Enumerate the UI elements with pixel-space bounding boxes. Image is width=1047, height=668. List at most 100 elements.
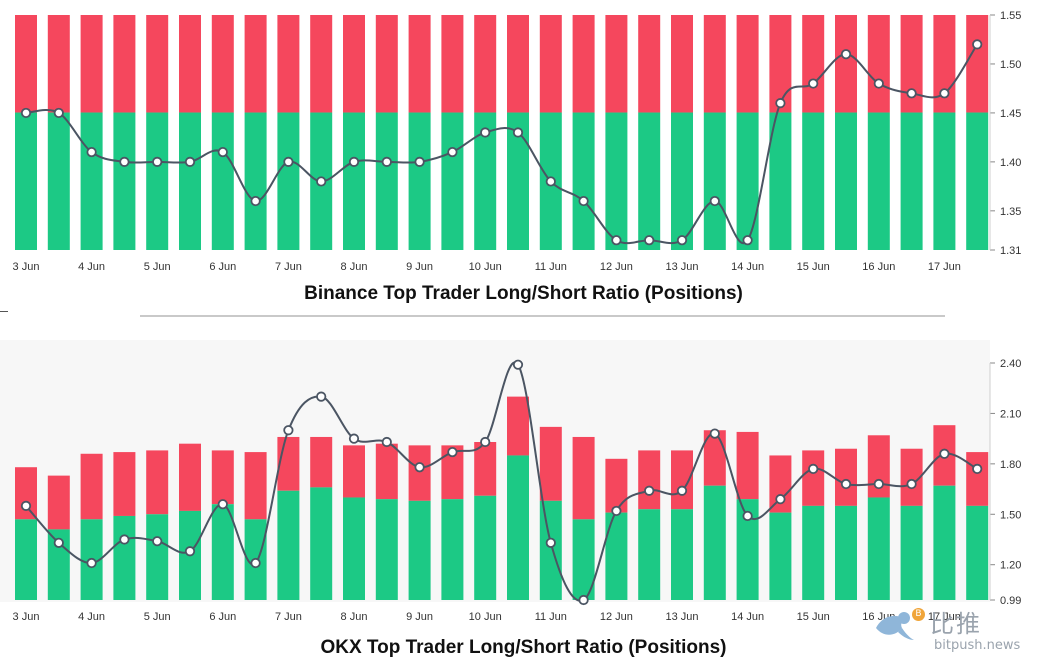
- okx-long-bar: [736, 499, 759, 600]
- binance-short-bar: [47, 15, 70, 113]
- binance-short-bar: [539, 15, 562, 113]
- binance-ratio-point: [972, 39, 983, 50]
- okx-chart-title: OKX Top Trader Long/Short Ratio (Positio…: [320, 637, 727, 658]
- binance-long-bar: [343, 112, 365, 251]
- binance-short-bar: [703, 15, 726, 113]
- binance-long-bar: [474, 112, 497, 251]
- okx-x-tick-label: 10 Jun: [469, 611, 502, 623]
- okx-long-bar: [441, 499, 464, 600]
- binance-y-tick-label: 1.40: [1000, 157, 1021, 169]
- binance-short-bar: [638, 15, 661, 113]
- okx-short-bar: [408, 445, 431, 501]
- binance-short-bar: [408, 15, 431, 113]
- binance-ratio-point: [184, 156, 196, 167]
- okx-ratio-point: [184, 546, 196, 557]
- binance-x-tick-label: 10 Jun: [469, 261, 502, 273]
- binance-x-tick-label: 8 Jun: [341, 261, 368, 273]
- binance-short-bar: [146, 15, 169, 113]
- binance-ratio-point: [480, 127, 491, 138]
- binance-ratio-point: [414, 156, 425, 167]
- binance-x-tick-label: 15 Jun: [797, 261, 830, 273]
- binance-short-bar: [835, 15, 857, 113]
- binance-short-bar: [211, 15, 234, 113]
- okx-y-tick-label: 1.50: [1000, 509, 1021, 521]
- binance-ratio-point: [152, 156, 163, 167]
- binance-long-bar: [15, 112, 37, 251]
- okx-short-bar: [113, 452, 136, 516]
- okx-x-tick-label: 13 Jun: [665, 611, 698, 623]
- okx-long-bar: [113, 515, 136, 600]
- binance-short-bar: [966, 15, 989, 113]
- okx-ratio-point: [906, 478, 917, 490]
- okx-ratio-point: [676, 485, 688, 496]
- okx-ratio-point: [86, 557, 97, 569]
- binance-x-tick-label: 12 Jun: [600, 261, 633, 273]
- okx-ratio-point: [348, 433, 360, 444]
- binance-short-bar: [572, 15, 595, 113]
- binance-x-tick-label: 6 Jun: [209, 261, 236, 273]
- okx-short-bar: [310, 436, 333, 488]
- binance-ratio-point: [250, 195, 261, 207]
- binance-long-bar: [211, 112, 234, 251]
- okx-short-bar: [802, 450, 825, 506]
- okx-long-bar: [146, 514, 169, 600]
- okx-short-bar: [343, 445, 365, 498]
- okx-long-short-chart: 2.40 2.10 1.80 1.50 1.20 0.99 3 Jun 4 Jun 5 Jun 6…: [12, 358, 1022, 623]
- okx-ratio-point: [250, 557, 261, 569]
- okx-ratio-point: [119, 534, 130, 545]
- okx-ratio-point: [414, 462, 425, 473]
- okx-ratio-point: [578, 594, 589, 606]
- okx-ratio-point: [808, 463, 819, 474]
- binance-ratio-point: [53, 107, 64, 119]
- binance-x-tick-label: 7 Jun: [275, 261, 302, 273]
- okx-ratio-point: [447, 446, 458, 458]
- binance-ratio-point: [709, 195, 720, 207]
- binance-x-tick-label: 13 Jun: [665, 261, 698, 273]
- okx-long-bar: [343, 497, 365, 600]
- binance-long-bar: [146, 112, 169, 251]
- okx-long-bar: [900, 505, 923, 600]
- okx-long-bar: [474, 495, 497, 600]
- binance-ratio-point: [119, 156, 130, 167]
- binance-short-bar: [375, 15, 398, 113]
- binance-short-bar: [15, 15, 37, 113]
- binance-x-tick-label: 14 Jun: [731, 261, 764, 273]
- okx-long-bar: [539, 500, 562, 600]
- binance-long-bar: [277, 112, 300, 251]
- okx-long-bar: [572, 519, 595, 600]
- okx-long-bar: [966, 505, 989, 600]
- binance-ratio-point: [808, 78, 819, 89]
- okx-short-bar: [15, 467, 37, 520]
- okx-ratio-point: [381, 436, 392, 448]
- binance-long-bar: [179, 112, 201, 251]
- bitcoin-badge-icon: B: [912, 608, 925, 621]
- okx-ratio-point: [20, 500, 32, 511]
- binance-ratio-point: [939, 88, 950, 99]
- okx-short-bar: [736, 431, 759, 500]
- okx-ratio-point: [873, 478, 884, 490]
- binance-long-short-chart: 1.55 1.50 1.45 1.40 1.35 1.31 3 Jun 4 Jun 5 Jun 6…: [13, 10, 1022, 273]
- binance-long-bar: [933, 112, 956, 251]
- okx-x-tick-label: 12 Jun: [600, 611, 633, 623]
- binance-x-tick-label: 4 Jun: [78, 261, 105, 273]
- binance-y-tick-label: 1.45: [1000, 108, 1021, 120]
- binance-y-tick-label: 1.55: [1000, 10, 1021, 22]
- binance-short-bar: [343, 15, 365, 113]
- bitpush-watermark: B 比推 bitpush.news: [872, 604, 1042, 664]
- okx-ratio-point: [775, 494, 786, 505]
- okx-ratio-point: [611, 505, 622, 517]
- okx-short-bar: [605, 458, 628, 513]
- binance-ratio-point: [742, 235, 753, 246]
- okx-x-tick-label: 3 Jun: [13, 611, 40, 623]
- okx-ratio-point: [217, 499, 228, 510]
- binance-short-bar: [802, 15, 825, 113]
- okx-short-bar: [441, 445, 464, 500]
- okx-x-tick-label: 15 Jun: [797, 611, 830, 623]
- binance-chart-title: Binance Top Trader Long/Short Ratio (Pos…: [304, 283, 743, 304]
- okx-short-bar: [900, 448, 923, 506]
- left-edge-mark: [0, 311, 8, 312]
- binance-long-bar: [572, 112, 595, 251]
- binance-short-bar: [277, 15, 300, 113]
- binance-long-bar: [441, 112, 464, 251]
